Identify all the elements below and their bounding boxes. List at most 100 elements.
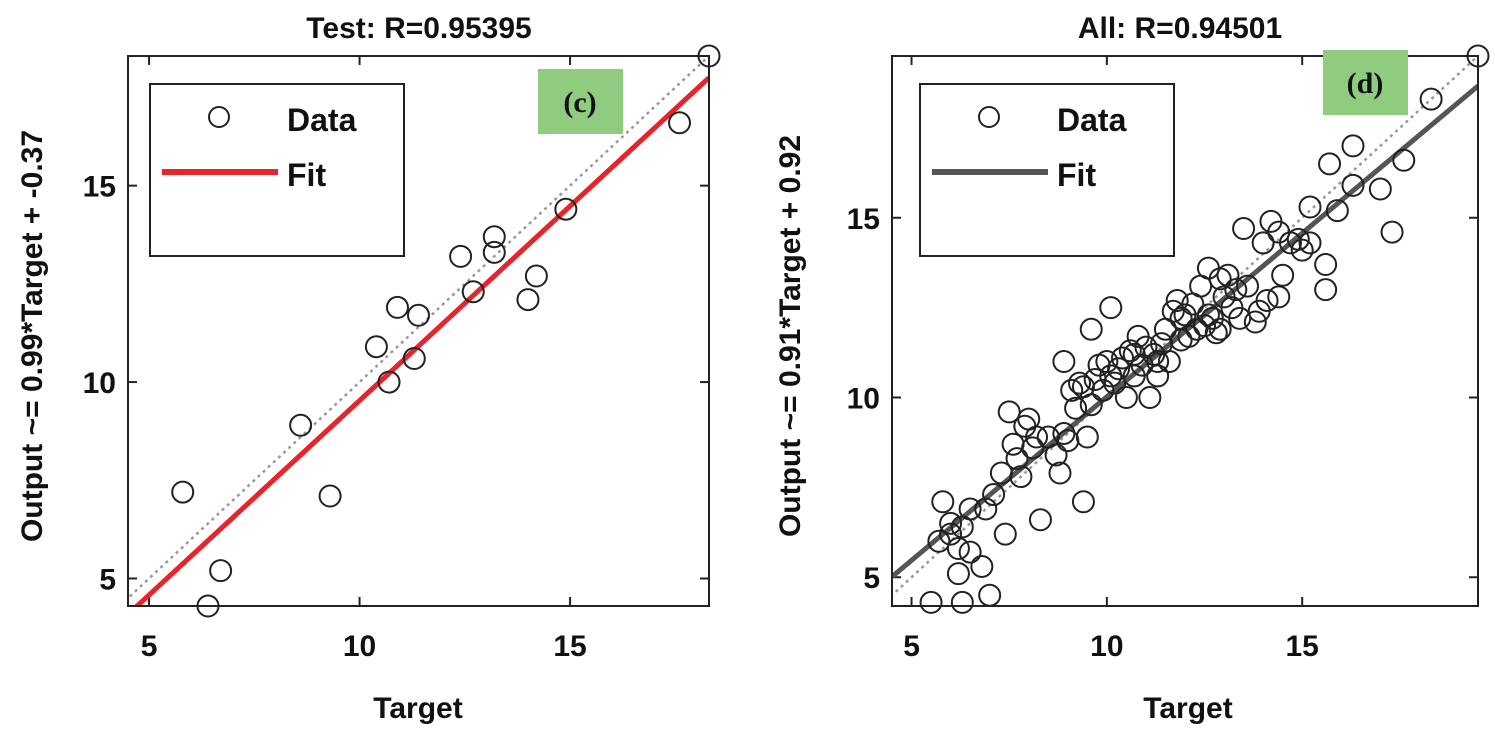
all-data-point — [1071, 490, 1095, 514]
all-data-point — [1169, 306, 1193, 330]
test-data-point — [377, 370, 401, 394]
all-data-point — [1005, 447, 1029, 471]
all-data-point — [1314, 252, 1338, 276]
test-data-point — [668, 111, 692, 135]
all-data-point — [1122, 342, 1146, 366]
all-data-point — [1060, 378, 1084, 402]
all-data-point — [958, 540, 982, 564]
test-data-point — [461, 280, 485, 304]
all-data-point — [1368, 177, 1392, 201]
all-data-point — [1341, 134, 1365, 158]
all-data-point — [1025, 425, 1049, 449]
all-data-point — [993, 522, 1017, 546]
all-data-point — [1165, 288, 1189, 312]
all-regression-panel: All: R=0.94501 Output ~= 0.91*Target + 0… — [774, 12, 1490, 725]
all-data-point — [1380, 220, 1404, 244]
all-data-point — [1052, 350, 1076, 374]
all-legend-fit-label: Fit — [1057, 157, 1096, 193]
all-data-point — [1216, 263, 1240, 287]
all-data-point — [1251, 231, 1275, 255]
all-data-point — [1048, 461, 1072, 485]
all-data-point — [1099, 364, 1123, 388]
all-data-point — [1068, 371, 1092, 395]
all-data-point — [1392, 148, 1416, 172]
all-data-point — [946, 562, 970, 586]
all-data-point — [978, 583, 1002, 607]
all-data-point — [974, 497, 998, 521]
all-data-point — [1044, 443, 1068, 467]
all-data-point — [1107, 357, 1131, 381]
test-data-point — [289, 413, 313, 437]
test-panel-label-box: (c) — [538, 69, 623, 134]
all-chart-title: All: R=0.94501 — [1078, 12, 1282, 45]
all-y-tick-label: 5 — [863, 562, 880, 595]
test-x-tick-label: 10 — [343, 630, 376, 663]
test-data-point — [407, 303, 430, 327]
all-x-tick-label: 5 — [903, 630, 920, 663]
all-panel-label: (d) — [1347, 67, 1384, 100]
all-data-point — [1099, 296, 1123, 320]
all-data-point — [1298, 195, 1322, 219]
all-x-tick-label: 10 — [1090, 630, 1123, 663]
all-data-point — [1196, 303, 1220, 327]
test-plot-frame — [127, 55, 710, 607]
all-data-point — [1021, 436, 1045, 460]
all-data-point — [1232, 217, 1256, 241]
all-data-point — [970, 554, 994, 578]
all-data-point — [1298, 231, 1322, 255]
test-data-point — [402, 347, 426, 370]
test-data-point — [524, 264, 548, 288]
test-data-point — [209, 559, 233, 583]
all-data-point — [1267, 285, 1291, 309]
test-data-point — [482, 225, 506, 249]
all-data-point — [1341, 173, 1365, 197]
all-data-point — [1146, 364, 1170, 388]
all-data-point — [919, 590, 943, 614]
test-legend: Data Fit — [149, 83, 405, 257]
test-regression-panel: Test: R=0.95395 Output ~= 0.99*Target + … — [16, 12, 721, 725]
all-data-point — [1114, 386, 1138, 410]
test-y-tick-label: 5 — [99, 564, 116, 597]
test-legend-fit-label: Fit — [287, 157, 326, 193]
all-data-point — [1196, 256, 1220, 280]
test-data-point — [171, 480, 195, 504]
all-panel-label-box: (d) — [1323, 50, 1408, 115]
all-data-point — [1095, 350, 1119, 374]
all-x-axis-label: Target — [1143, 692, 1232, 725]
all-y-axis-label: Output ~= 0.91*Target + 0.92 — [774, 135, 807, 537]
all-data-point — [1208, 317, 1232, 341]
all-data-point — [982, 483, 1006, 507]
all-plot-frame — [891, 55, 1479, 607]
all-data-point — [1134, 335, 1158, 359]
all-data-point — [1224, 278, 1248, 302]
test-legend-data-marker — [208, 106, 230, 128]
test-data-point — [385, 295, 409, 319]
all-data-point — [1110, 346, 1134, 370]
test-data-point — [482, 240, 506, 264]
all-y-tick-label: 15 — [847, 203, 880, 236]
all-legend-data-marker — [978, 106, 1000, 128]
test-fit-line — [133, 75, 709, 606]
all-data-point — [1290, 238, 1314, 262]
test-x-axis-label: Target — [373, 692, 462, 725]
test-panel-label: (c) — [563, 86, 596, 119]
test-data-point — [554, 197, 578, 221]
all-data-point — [939, 511, 963, 535]
test-chart-title: Test: R=0.95395 — [306, 12, 531, 45]
all-data-point — [1161, 299, 1185, 323]
all-data-point — [1146, 350, 1170, 374]
test-identity-line — [128, 56, 709, 600]
test-legend-data-label: Data — [287, 102, 357, 138]
all-data-point — [1267, 220, 1291, 244]
all-data-point — [1071, 375, 1095, 399]
all-data-point — [931, 490, 955, 514]
test-x-tick-label: 15 — [553, 630, 586, 663]
test-data-point — [449, 244, 473, 268]
all-data-point — [1052, 421, 1076, 445]
all-data-point — [1419, 87, 1443, 111]
all-legend: Data Fit — [919, 83, 1175, 257]
all-data-point — [1318, 152, 1342, 176]
all-data-point — [1028, 508, 1052, 532]
all-data-point — [946, 536, 970, 560]
all-data-point — [1243, 310, 1267, 334]
